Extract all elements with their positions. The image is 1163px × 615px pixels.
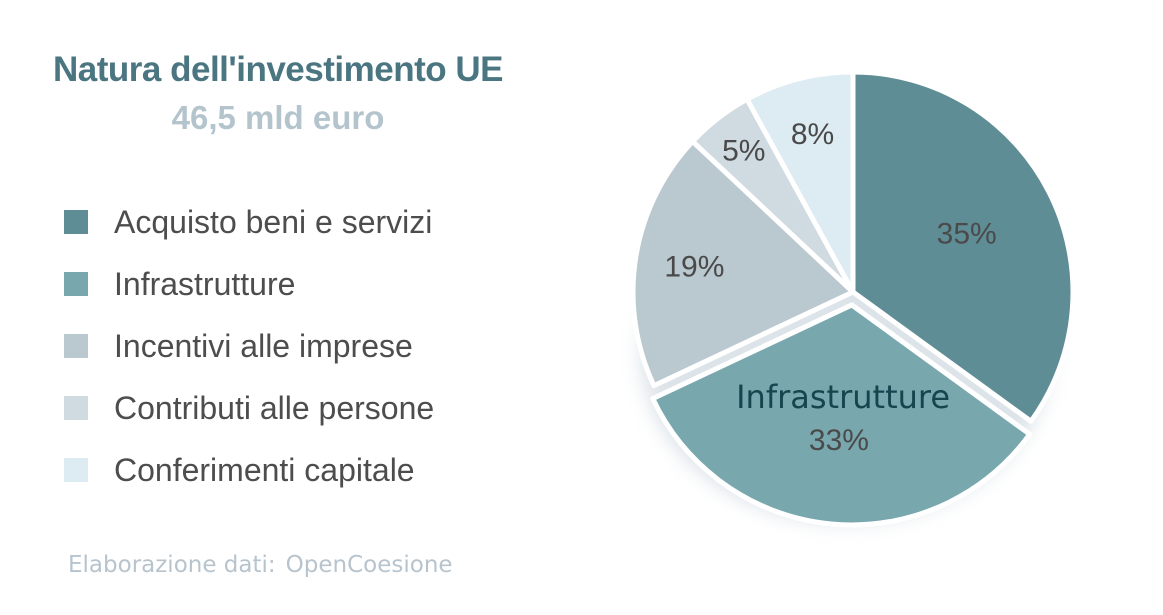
pie-percent-label: 19% bbox=[664, 250, 724, 283]
pie-slice-infrastrutture bbox=[650, 302, 1033, 528]
title-block: Natura dell'investimento UE 46,5 mld eur… bbox=[18, 46, 538, 142]
chart-title: Natura dell'investimento UE bbox=[53, 50, 503, 89]
legend-item: Contributi alle persone bbox=[64, 377, 434, 439]
pie-chart: 35% Infrastrutture 33% 19% 5% 8% bbox=[583, 0, 1163, 615]
legend-item-label: Infrastrutture bbox=[114, 265, 296, 302]
pie-slice-acquisto-beni-e-servizi bbox=[850, 69, 1076, 424]
pie-inner-name-label: Infrastrutture bbox=[736, 378, 950, 416]
data-source-credit: Elaborazione dati: OpenCoesione bbox=[68, 551, 453, 579]
chart-subtitle: 46,5 mld euro bbox=[171, 99, 385, 136]
legend-item: Conferimenti capitale bbox=[64, 439, 434, 501]
legend-item-label: Acquisto beni e servizi bbox=[114, 203, 433, 240]
legend-item: Infrastrutture bbox=[64, 253, 434, 315]
legend-item-label: Incentivi alle imprese bbox=[114, 327, 413, 364]
legend-item: Incentivi alle imprese bbox=[64, 315, 434, 377]
legend-swatch bbox=[64, 272, 88, 296]
credit-prefix: Elaborazione dati: bbox=[68, 552, 276, 578]
pie-chart-svg: 35% Infrastrutture 33% 19% 5% 8% bbox=[630, 69, 1076, 528]
credit-source: OpenCoesione bbox=[285, 552, 453, 578]
legend-swatch bbox=[64, 210, 88, 234]
legend-swatch bbox=[64, 334, 88, 358]
legend-swatch bbox=[64, 458, 88, 482]
legend: Acquisto beni e servizi Infrastrutture I… bbox=[64, 191, 434, 501]
pie-percent-label: 8% bbox=[791, 118, 834, 151]
pie-percent-label: 33% bbox=[809, 424, 869, 457]
pie-slice-conferimenti-capitale bbox=[744, 69, 856, 295]
pie-percent-label: 35% bbox=[937, 218, 997, 251]
pie-percent-label: 5% bbox=[722, 135, 765, 168]
legend-item-label: Conferimenti capitale bbox=[114, 451, 415, 488]
pie-slice-incentivi-alle-imprese bbox=[630, 138, 856, 389]
legend-swatch bbox=[64, 396, 88, 420]
legend-item-label: Contributi alle persone bbox=[114, 389, 435, 426]
legend-item: Acquisto beni e servizi bbox=[64, 191, 434, 253]
